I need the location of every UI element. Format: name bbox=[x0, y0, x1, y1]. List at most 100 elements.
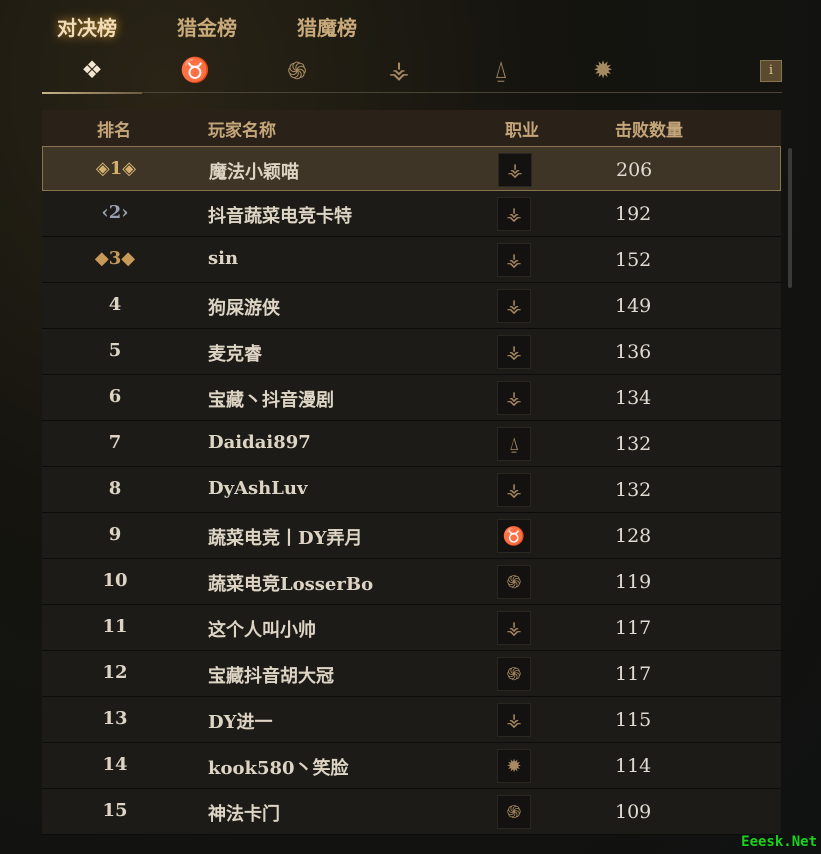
rank-cell: 13 bbox=[90, 708, 140, 729]
all-classes-icon[interactable]: ❖ bbox=[81, 56, 103, 84]
watermark: Eeesk.Net bbox=[741, 834, 817, 850]
class-filter-bar: ❖ ♉ ֍ ⚶ ⍙ ✹ i bbox=[42, 52, 782, 94]
player-name: 神法卡门 bbox=[208, 804, 280, 825]
info-button[interactable]: i bbox=[760, 60, 782, 82]
kills-count: 128 bbox=[615, 525, 652, 547]
table-row[interactable]: 14 kook580丶笑脸 ✹ 114 bbox=[42, 743, 781, 789]
kills-count: 117 bbox=[615, 617, 652, 639]
table-row[interactable]: 5 麦克睿 ⚶ 136 bbox=[42, 329, 781, 375]
tab-gold-hunt[interactable]: 猎金榜 bbox=[177, 16, 237, 40]
triskelion-icon: ֍ bbox=[497, 795, 531, 829]
kills-count: 114 bbox=[615, 755, 652, 777]
kills-count: 132 bbox=[615, 479, 652, 501]
triskelion-icon: ֍ bbox=[497, 657, 531, 691]
rank-cell: 5 bbox=[90, 340, 140, 361]
player-name: 蔬菜电竞LosserBo bbox=[208, 574, 374, 595]
sun-icon[interactable]: ✹ bbox=[592, 56, 614, 84]
bow-icon: ⚶ bbox=[497, 243, 531, 277]
table-row[interactable]: 8 DyAshLuv ⚶ 132 bbox=[42, 467, 781, 513]
player-name: Daidai897 bbox=[208, 432, 311, 453]
rank-number: 7 bbox=[108, 432, 122, 453]
kills-count: 192 bbox=[615, 203, 652, 225]
kills-count: 134 bbox=[615, 387, 652, 409]
bull-icon[interactable]: ♉ bbox=[180, 56, 210, 84]
bow-icon: ⚶ bbox=[497, 473, 531, 507]
table-header: 排名 玩家名称 职业 击败数量 bbox=[42, 110, 781, 146]
table-row[interactable]: ‹2› 抖音蔬菜电竞卡特 ⚶ 192 bbox=[42, 191, 781, 237]
rank-number: 2 bbox=[108, 202, 122, 223]
player-name: DY进一 bbox=[208, 712, 273, 733]
rank-number: 9 bbox=[108, 524, 122, 545]
rank-cell: 7 bbox=[90, 432, 140, 453]
kills-count: 136 bbox=[615, 341, 652, 363]
kills-count: 206 bbox=[616, 159, 653, 181]
table-row[interactable]: 11 这个人叫小帅 ⚶ 117 bbox=[42, 605, 781, 651]
bow-icon: ⚶ bbox=[497, 335, 531, 369]
rank-cell: 9 bbox=[90, 524, 140, 545]
triskelion-icon[interactable]: ֍ bbox=[287, 56, 307, 85]
bow-icon: ⚶ bbox=[497, 197, 531, 231]
player-name: 麦克睿 bbox=[208, 344, 262, 365]
table-row[interactable]: ◆3◆ sin ⚶ 152 bbox=[42, 237, 781, 283]
table-row[interactable]: 6 宝藏丶抖音漫剧 ⚶ 134 bbox=[42, 375, 781, 421]
rank-number: 14 bbox=[102, 754, 128, 775]
table-row[interactable]: 13 DY进一 ⚶ 115 bbox=[42, 697, 781, 743]
tab-duel[interactable]: 对决榜 bbox=[57, 16, 117, 40]
tab-demon-hunt[interactable]: 猎魔榜 bbox=[297, 16, 357, 40]
header-rank: 排名 bbox=[97, 121, 131, 141]
rank-cell: 6 bbox=[90, 386, 140, 407]
player-name: DyAshLuv bbox=[208, 478, 308, 499]
table-row[interactable]: ◈1◈ 魔法小颖喵 ⚶ 206 bbox=[42, 146, 781, 191]
kills-count: 152 bbox=[615, 249, 652, 271]
rank-cell: ◆3◆ bbox=[94, 248, 136, 269]
rank-cell: 14 bbox=[90, 754, 140, 775]
hood-icon: ⍙ bbox=[497, 427, 531, 461]
bull-icon: ♉ bbox=[497, 519, 531, 553]
bow-icon: ⚶ bbox=[497, 289, 531, 323]
rank-number: 5 bbox=[108, 340, 122, 361]
player-name: kook580丶笑脸 bbox=[208, 758, 349, 779]
rank-cell: 10 bbox=[90, 570, 140, 591]
rank-cell: 12 bbox=[90, 662, 140, 683]
rank-cell: 15 bbox=[90, 800, 140, 821]
player-name: 这个人叫小帅 bbox=[208, 620, 316, 641]
header-name: 玩家名称 bbox=[208, 121, 276, 141]
table-row[interactable]: 12 宝藏抖音胡大冠 ֍ 117 bbox=[42, 651, 781, 697]
rank-cell: ‹2› bbox=[101, 202, 129, 223]
player-name: 宝藏丶抖音漫剧 bbox=[208, 390, 334, 411]
player-name: 蔬菜电竞丨DY弄月 bbox=[208, 528, 363, 549]
player-name: 狗屎游侠 bbox=[208, 298, 280, 319]
rank-cell: 8 bbox=[90, 478, 140, 499]
bow-icon: ⚶ bbox=[497, 381, 531, 415]
rank-number: 13 bbox=[102, 708, 128, 729]
kills-count: 117 bbox=[615, 663, 652, 685]
kills-count: 119 bbox=[615, 571, 652, 593]
rank-number: 3 bbox=[108, 248, 122, 269]
rank-number: 10 bbox=[102, 570, 128, 591]
kills-count: 109 bbox=[615, 801, 652, 823]
rank-cell: 4 bbox=[90, 294, 140, 315]
table-row[interactable]: 4 狗屎游侠 ⚶ 149 bbox=[42, 283, 781, 329]
header-kills: 击败数量 bbox=[615, 121, 683, 141]
kills-count: 132 bbox=[615, 433, 652, 455]
player-name: 抖音蔬菜电竞卡特 bbox=[208, 206, 352, 227]
table-row[interactable]: 9 蔬菜电竞丨DY弄月 ♉ 128 bbox=[42, 513, 781, 559]
rank-number: 6 bbox=[108, 386, 122, 407]
table-row[interactable]: 7 Daidai897 ⍙ 132 bbox=[42, 421, 781, 467]
table-row[interactable]: 15 神法卡门 ֍ 109 bbox=[42, 789, 781, 835]
rank-number: 11 bbox=[102, 616, 128, 637]
bow-icon[interactable]: ⚶ bbox=[388, 56, 410, 84]
hood-icon[interactable]: ⍙ bbox=[493, 56, 509, 84]
rank-cell: ◈1◈ bbox=[95, 158, 137, 179]
active-tab-underline bbox=[42, 92, 142, 94]
rank-number: 8 bbox=[108, 478, 122, 499]
player-name: 宝藏抖音胡大冠 bbox=[208, 666, 334, 687]
table-row[interactable]: 10 蔬菜电竞LosserBo ֍ 119 bbox=[42, 559, 781, 605]
kills-count: 149 bbox=[615, 295, 652, 317]
sun-icon: ✹ bbox=[497, 749, 531, 783]
scrollbar[interactable] bbox=[788, 148, 792, 288]
leaderboard-table: 排名 玩家名称 职业 击败数量 ◈1◈ 魔法小颖喵 ⚶ 206 ‹2› 抖音蔬菜电… bbox=[42, 110, 781, 835]
bow-icon: ⚶ bbox=[497, 703, 531, 737]
bow-icon: ⚶ bbox=[498, 153, 532, 187]
leaderboard-tabs: 对决榜 猎金榜 猎魔榜 bbox=[0, 0, 821, 52]
